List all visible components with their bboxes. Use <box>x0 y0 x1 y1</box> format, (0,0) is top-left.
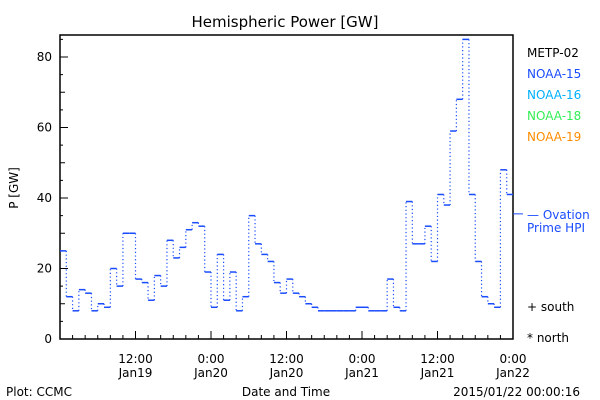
x-axis-label: Date and Time <box>242 385 330 399</box>
y-tick-label: 60 <box>37 121 52 135</box>
x-tick-label-date: Jan20 <box>269 366 304 380</box>
x-tick-label-time: 12:00 <box>118 352 153 366</box>
legend-entry: NOAA-19 <box>527 130 581 144</box>
legend-entry: NOAA-16 <box>527 88 581 102</box>
x-tick-label-date: Jan20 <box>193 366 228 380</box>
x-tick-label-date: Jan21 <box>344 366 379 380</box>
north-marker-label: * north <box>527 331 569 345</box>
y-tick-label: 80 <box>37 50 52 64</box>
x-tick-label-time: 0:00 <box>349 352 376 366</box>
ovation-label-1: — Ovation <box>527 208 590 222</box>
x-tick-label-time: 0:00 <box>198 352 225 366</box>
legend-entry: METP-02 <box>527 46 579 60</box>
x-tick-label-date: Jan21 <box>420 366 455 380</box>
y-tick-label: 40 <box>37 191 52 205</box>
x-tick-label-date: Jan19 <box>118 366 153 380</box>
y-axis-label: P [GW] <box>7 167 21 209</box>
x-tick-label-date: Jan22 <box>495 366 530 380</box>
x-tick-label-time: 12:00 <box>420 352 455 366</box>
legend-entry: NOAA-15 <box>527 67 581 81</box>
chart-title: Hemispheric Power [GW] <box>192 13 379 31</box>
legend-entry: NOAA-18 <box>527 109 581 123</box>
y-tick-label: 20 <box>37 262 52 276</box>
ovation-label-2: Prime HPI <box>527 221 585 235</box>
footer-timestamp: 2015/01/22 00:00:16 <box>453 385 580 399</box>
x-tick-label-time: 0:00 <box>500 352 527 366</box>
south-marker-label: + south <box>527 300 574 314</box>
footer-plot: Plot: CCMC <box>6 385 72 399</box>
x-tick-label-time: 12:00 <box>269 352 304 366</box>
y-tick-label: 0 <box>44 332 52 346</box>
